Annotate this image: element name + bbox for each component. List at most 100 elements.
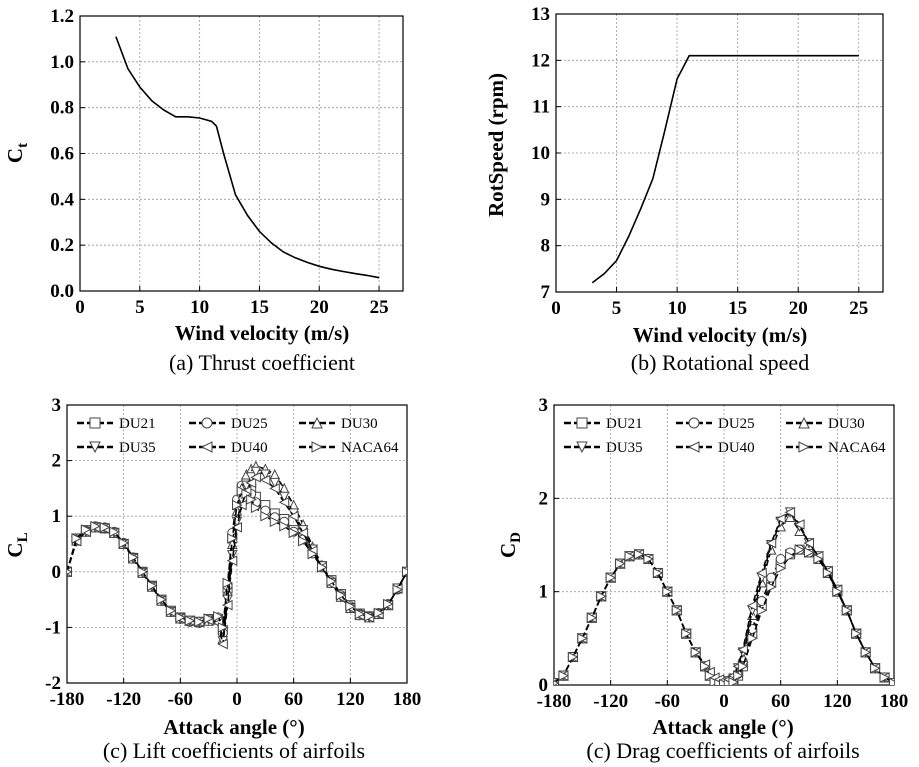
data-point-du40 — [245, 477, 257, 489]
y-tick-label: 1 — [52, 506, 62, 527]
data-point-du35 — [278, 491, 290, 503]
chart-caption: (c) Lift coefficients of airfoils — [103, 738, 365, 763]
x-tick-label: 5 — [135, 297, 145, 318]
y-tick-label: 3 — [539, 395, 549, 416]
y-axis-label-subscript: L — [15, 532, 31, 542]
legend-label: DU25 — [718, 416, 755, 432]
data-point-naca64 — [624, 550, 636, 562]
data-point-naca64 — [615, 558, 626, 569]
data-point-naca64 — [335, 589, 347, 601]
x-tick-label: 15 — [250, 297, 269, 318]
data-point-naca64 — [317, 562, 328, 573]
data-point-naca64 — [652, 567, 664, 579]
data-point-naca64 — [71, 533, 83, 544]
y-axis-label: CD — [496, 532, 524, 558]
x-tick-label: 20 — [310, 297, 329, 318]
data-point-du40 — [250, 471, 261, 483]
legend-marker — [201, 417, 213, 429]
data-point-du40 — [278, 496, 290, 508]
data-point-naca64 — [596, 591, 607, 602]
y-axis-label: RotSpeed (rpm) — [484, 73, 508, 217]
x-axis-label: Wind velocity (m/s) — [175, 321, 350, 345]
y-tick-label: 3 — [52, 395, 62, 416]
chart-caption: (b) Rotational speed — [631, 350, 809, 375]
y-tick-label: 0.0 — [50, 281, 74, 302]
y-tick-label: 13 — [531, 4, 550, 25]
x-tick-label: 15 — [728, 298, 747, 319]
data-point-naca64 — [250, 502, 262, 514]
legend-marker — [311, 416, 323, 429]
legend-label: NACA64 — [828, 440, 886, 456]
y-tick-label: 1.0 — [50, 52, 74, 73]
data-point-naca64 — [90, 520, 101, 532]
data-point-naca64 — [737, 661, 749, 672]
legend: DU21 DU25 DU30 DU35 DU40 NACA64 — [77, 416, 399, 456]
x-tick-label: 10 — [190, 297, 209, 318]
data-point-naca64 — [175, 612, 186, 623]
data-point-naca64 — [213, 610, 224, 622]
y-tick-label: 9 — [541, 189, 551, 210]
data-point-naca64 — [643, 553, 655, 565]
data-point-naca64 — [232, 499, 243, 511]
x-tick-label: -120 — [106, 689, 141, 710]
data-point-naca64 — [298, 535, 309, 547]
data-point-naca64 — [690, 647, 702, 658]
data-point-du40 — [259, 474, 271, 486]
data-point-naca64 — [554, 680, 560, 685]
y-axis-label-main: C — [3, 542, 27, 557]
legend-marker — [576, 417, 588, 429]
y-tick-label: 2 — [539, 488, 549, 509]
data-point-du40 — [231, 522, 242, 533]
data-point-naca64 — [354, 608, 366, 620]
data-point-du40 — [269, 483, 280, 494]
legend-label: DU30 — [341, 416, 378, 432]
x-tick-label: -120 — [593, 691, 628, 712]
chart-a: 0 5 10 15 20 25 0.0 0.2 0.4 0.6 0.8 1.0 1.2 Wind velo… — [3, 6, 404, 375]
plot-area — [67, 460, 407, 650]
plot-area — [591, 54, 859, 284]
y-axis-label: Ct — [3, 143, 31, 163]
data-point-naca64 — [775, 563, 787, 574]
x-tick-label: 60 — [771, 691, 790, 712]
data-point-naca64 — [860, 647, 872, 658]
data-point-naca64 — [99, 522, 111, 533]
chart-caption: (c) Drag coefficients of airfoils — [586, 738, 859, 763]
legend-marker — [688, 417, 700, 429]
data-point-naca64 — [879, 672, 891, 683]
data-point-du35 — [260, 469, 271, 481]
data-point-naca64 — [279, 520, 290, 532]
x-tick-label: 180 — [880, 691, 909, 712]
data-point-naca64 — [756, 605, 768, 616]
x-axis-label: Attack angle (°) — [652, 715, 793, 739]
y-axis-label-subscript: t — [15, 143, 31, 148]
x-tick-label: 20 — [789, 298, 808, 319]
data-point-naca64 — [307, 548, 319, 560]
data-point-du35 — [250, 466, 262, 478]
x-tick-label: 0 — [719, 691, 729, 712]
data-point-naca64 — [203, 613, 215, 624]
x-tick-label: 180 — [393, 689, 422, 710]
data-point-naca64 — [326, 575, 338, 587]
chart-c: -180 -120 -60 0 60 120 180 -2 -1 0 1 2 3 Attack angle… — [3, 395, 421, 763]
data-point-naca64 — [822, 567, 834, 579]
legend-label: DU35 — [606, 440, 643, 456]
y-tick-label: 1 — [539, 582, 549, 603]
data-point-naca64 — [700, 661, 711, 672]
data-point-du40 — [737, 644, 748, 655]
legend-label: DU25 — [231, 416, 268, 432]
y-tick-label: 2 — [52, 451, 62, 472]
data-point-du25 — [775, 554, 786, 564]
data-point-naca64 — [194, 616, 205, 628]
data-point-naca64 — [747, 633, 758, 644]
y-axis-label-main: RotSpeed (rpm) — [484, 73, 508, 217]
legend-marker — [311, 441, 324, 453]
data-point-naca64 — [227, 533, 238, 544]
plot-area — [554, 507, 894, 685]
legend-label: DU21 — [119, 416, 156, 432]
legend-label: DU21 — [606, 416, 643, 432]
x-tick-label: 25 — [370, 297, 389, 318]
data-point-naca64 — [785, 550, 796, 562]
data-point-naca64 — [804, 547, 815, 558]
data-point-naca64 — [345, 600, 356, 612]
data-point-du40 — [756, 567, 767, 579]
